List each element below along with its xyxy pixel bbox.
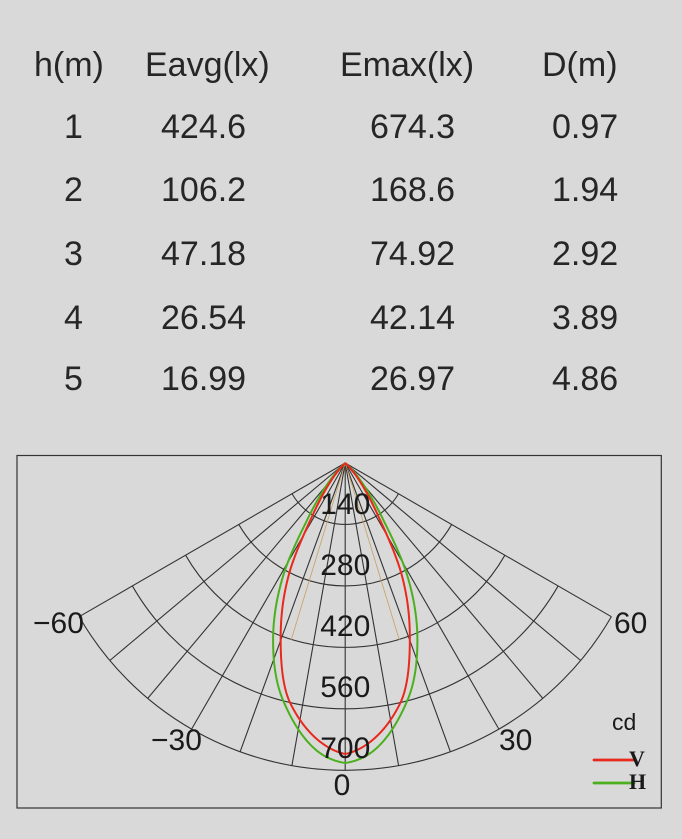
- svg-text:420: 420: [320, 610, 370, 643]
- svg-text:560: 560: [320, 671, 370, 704]
- svg-text:H: H: [629, 769, 646, 794]
- svg-text:0: 0: [334, 769, 351, 802]
- svg-text:V: V: [629, 746, 645, 771]
- svg-text:−60: −60: [33, 607, 84, 640]
- svg-text:cd: cd: [612, 709, 636, 735]
- svg-text:140: 140: [320, 488, 370, 521]
- svg-text:280: 280: [320, 549, 370, 582]
- svg-text:30: 30: [499, 724, 532, 757]
- svg-text:60: 60: [614, 607, 647, 640]
- svg-text:700: 700: [320, 732, 370, 765]
- svg-text:−30: −30: [151, 724, 202, 757]
